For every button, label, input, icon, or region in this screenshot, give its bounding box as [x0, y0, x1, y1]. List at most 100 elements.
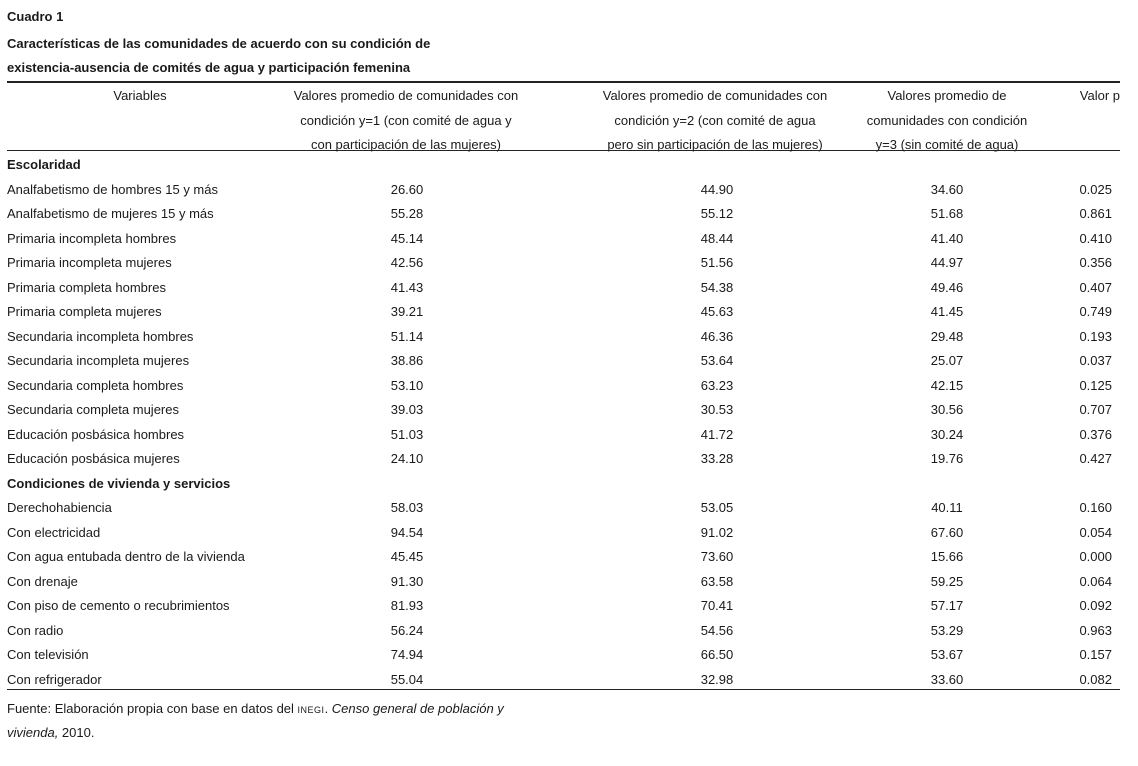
table-row: Con refrigerador 55.04 32.98 33.60 0.082: [7, 668, 1120, 693]
value-y2: 55.12: [700, 206, 734, 221]
p-value: 0.356: [1079, 255, 1112, 270]
value-y2: 63.58: [700, 573, 734, 589]
value-y3: 29.48: [930, 328, 964, 344]
variable-name: Con drenaje: [7, 573, 78, 589]
value-y3: 33.60: [930, 671, 964, 687]
value-y3: 44.97: [930, 255, 964, 270]
value-y1: 26.60: [390, 181, 424, 197]
value-y2: 91.02: [700, 524, 734, 540]
value-y1: 45.45: [390, 549, 424, 564]
header-p-value: Valor p: [1050, 84, 1120, 109]
value-y1: 91.30: [390, 573, 424, 589]
value-y2: 70.41: [700, 598, 734, 613]
value-y2: 45.63: [700, 304, 734, 319]
table-row: Con piso de cemento o recubrimientos 81.9…: [7, 594, 1120, 619]
source-title-1: Censo general de población y: [331, 701, 504, 716]
table-row: Primaria completa mujeres 39.21 45.63 41.45…: [7, 300, 1120, 325]
header-line: Valores promedio de comunidades con: [293, 88, 519, 103]
p-value: 0.160: [1079, 500, 1112, 515]
value-y2: 32.98: [700, 671, 734, 687]
variable-name: Con agua entubada dentro de la vivienda: [7, 549, 245, 564]
table-title-line-2: existencia-ausencia de comités de agua y…: [7, 60, 411, 75]
p-value: 0.407: [1079, 279, 1112, 295]
variable-name: Primaria incompleta mujeres: [7, 255, 172, 270]
value-y1: 45.14: [390, 230, 424, 246]
p-value: 0.376: [1079, 426, 1112, 442]
value-y1: 24.10: [390, 451, 424, 466]
table-row: Con radio 56.24 54.56 53.29 0.963: [7, 619, 1120, 644]
value-y3: 25.07: [930, 353, 964, 368]
p-value: 0.037: [1079, 353, 1112, 368]
p-value: 0.707: [1079, 402, 1112, 417]
header-variables: Variables: [7, 84, 273, 109]
value-y1: 38.86: [390, 353, 424, 368]
value-y3: 41.40: [930, 230, 964, 246]
value-y3: 34.60: [930, 181, 964, 197]
value-y2: 53.05: [700, 500, 734, 515]
top-rule: [7, 81, 1120, 83]
value-y1: 51.03: [390, 426, 424, 442]
value-y2: 30.53: [700, 402, 734, 417]
p-value: 0.749: [1079, 304, 1112, 319]
source-prefix: Fuente: Elaboración propia con base en d…: [7, 701, 298, 716]
header-line: Variables: [113, 88, 167, 103]
value-y1: 94.54: [390, 524, 424, 540]
value-y2: 41.72: [700, 426, 734, 442]
section-heading: Escolaridad: [7, 157, 81, 172]
value-y2: 54.38: [700, 279, 734, 295]
p-value: 0.193: [1079, 328, 1112, 344]
value-y1: 56.24: [390, 622, 424, 638]
source-note-line-2: vivienda, 2010.: [7, 725, 94, 740]
value-y1: 39.03: [390, 402, 424, 417]
value-y2: 33.28: [700, 451, 734, 466]
p-value: 0.092: [1079, 598, 1112, 613]
p-value: 0.410: [1079, 230, 1112, 246]
value-y3: 53.29: [930, 622, 964, 638]
variable-name: Derechohabiencia: [7, 500, 112, 515]
value-y3: 51.68: [930, 206, 964, 221]
p-value: 0.025: [1079, 181, 1112, 197]
header-line: pero sin participación de las mujeres): [607, 137, 823, 152]
table-row: Analfabetismo de mujeres 15 y más 55.28 55…: [7, 202, 1120, 227]
value-y1: 58.03: [390, 500, 424, 515]
variable-name: Analfabetismo de mujeres 15 y más: [7, 206, 214, 221]
table-row: Secundaria incompleta hombres 51.14 46.36 2…: [7, 325, 1120, 350]
variable-name: Primaria completa hombres: [7, 279, 166, 295]
table-title-line-1: Características de las comunidades de ac…: [7, 36, 431, 51]
table-row: Con agua entubada dentro de la vivienda 4…: [7, 545, 1120, 570]
table-row: Primaria incompleta mujeres 42.56 51.56 44.…: [7, 251, 1120, 276]
variable-name: Analfabetismo de hombres 15 y más: [7, 181, 218, 197]
variable-name: Primaria completa mujeres: [7, 304, 162, 319]
p-value: 0.082: [1079, 671, 1112, 687]
table-row: Secundaria completa mujeres 39.03 30.53 30.…: [7, 398, 1120, 423]
p-value: 0.064: [1079, 573, 1112, 589]
value-y2: 54.56: [700, 622, 734, 638]
value-y3: 30.56: [930, 402, 964, 417]
variable-name: Con televisión: [7, 647, 89, 662]
header-line: comunidades con condición: [866, 112, 1028, 128]
variable-name: Secundaria incompleta mujeres: [7, 353, 190, 368]
header-condition-y1: Valores promedio de comunidades con condi…: [270, 84, 542, 158]
header-line: Valores promedio de comunidades con: [602, 88, 828, 103]
table-row: Con drenaje 91.30 63.58 59.25 0.064: [7, 570, 1120, 595]
variable-name: Secundaria completa mujeres: [7, 402, 179, 417]
table-row: Primaria incompleta hombres 45.14 48.44 41.…: [7, 227, 1120, 252]
bottom-rule: [7, 689, 1120, 690]
variable-name: Con refrigerador: [7, 671, 102, 687]
value-y2: 51.56: [700, 255, 734, 270]
value-y3: 42.15: [930, 377, 964, 393]
source-title-2: vivienda,: [7, 725, 59, 740]
header-condition-y3: Valores promedio de comunidades con condi…: [848, 84, 1046, 158]
value-y1: 53.10: [390, 377, 424, 393]
value-y1: 81.93: [390, 598, 424, 613]
p-value: 0.157: [1079, 647, 1112, 662]
value-y3: 57.17: [930, 598, 964, 613]
variable-name: Con radio: [7, 622, 64, 638]
variable-name: Con electricidad: [7, 524, 101, 540]
table-row: Secundaria completa hombres 53.10 63.23 42.…: [7, 374, 1120, 399]
header-line: y=3 (sin comité de agua): [875, 137, 1019, 152]
value-y2: 48.44: [700, 230, 734, 246]
variable-name: Primaria incompleta hombres: [7, 230, 177, 246]
value-y1: 51.14: [390, 328, 424, 344]
table-row: Primaria completa hombres 41.43 54.38 49.46…: [7, 276, 1120, 301]
